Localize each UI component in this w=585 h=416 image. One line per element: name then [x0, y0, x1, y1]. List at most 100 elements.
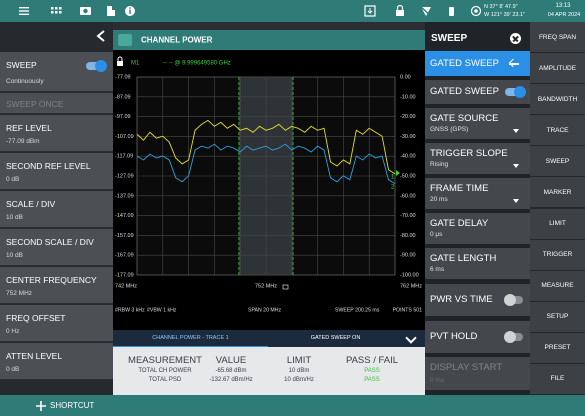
- trace: [136, 143, 396, 185]
- menu-item[interactable]: SETUP: [530, 301, 585, 333]
- dropdown-caret: [513, 199, 519, 203]
- item-value: Continuously: [6, 78, 44, 85]
- toggle-knob[interactable]: [504, 294, 516, 306]
- left-menu-item[interactable]: SCALE / DIV 10 dB: [0, 191, 113, 228]
- y-tick-label: -157.09: [115, 233, 134, 239]
- top-icons: [19, 4, 454, 18]
- item-label: PWR VS TIME: [430, 294, 493, 305]
- item-value: 0 dB: [6, 176, 20, 183]
- sweep-menu-item[interactable]: GATE DELAY 0 μs: [425, 213, 530, 246]
- menu-item[interactable]: AMPLITUDE: [530, 53, 585, 85]
- sweep-menu-item[interactable]: FRAME TIME 20 ms: [425, 178, 530, 211]
- left-menu-item[interactable]: ATTEN LEVEL 0 dB: [0, 343, 113, 380]
- span-lock-icon: [282, 284, 289, 290]
- mode-icon: [118, 34, 132, 46]
- y2-tick-label: -40.00: [400, 154, 416, 160]
- top-bar: [0, 0, 585, 22]
- item-label: SCALE / DIV: [6, 199, 56, 209]
- menu-item[interactable]: TRIGGER: [530, 239, 585, 271]
- y2-tick-label: -90.00: [400, 253, 416, 259]
- sweep-setting: #RBW 3 kHz: [115, 307, 145, 313]
- sweep-menu-item[interactable]: GATED SWEEP: [425, 80, 530, 106]
- item-label: SWEEP ONCE: [6, 99, 64, 109]
- item-label: GATE DELAY: [430, 218, 489, 229]
- lock-icon: [117, 61, 123, 66]
- item-label: GATE SOURCE: [430, 113, 499, 124]
- gps-latitude: N 37° 8' 47.9": [484, 4, 518, 10]
- y2-tick-label: -70.00: [400, 213, 416, 219]
- x-tick-label: 752 MHz: [255, 283, 277, 289]
- measurement-tab[interactable]: CHANNEL POWER - TRACE 1: [113, 330, 268, 347]
- table-cell: 10 dBm/Hz: [284, 377, 314, 383]
- chart-title: CHANNEL POWER: [141, 36, 213, 45]
- toggle-knob[interactable]: [95, 60, 107, 72]
- sweep-menu-item[interactable]: GATE SOURCE GNSS (GPS): [425, 108, 530, 141]
- item-label: GATE LENGTH: [430, 253, 497, 264]
- left-menu-item[interactable]: REF LEVEL -77.09 dBm: [0, 115, 113, 152]
- left-menu-item[interactable]: SWEEP Continuously: [0, 52, 113, 92]
- item-value: 0 Hz: [6, 328, 20, 335]
- sweep-setting: POINTS 501: [393, 307, 423, 313]
- item-value: Rising: [430, 161, 449, 168]
- results-table: MEASUREMENT VALUE LIMIT PASS / FAIL TOTAL CH…: [113, 347, 425, 395]
- sweep-menu-item[interactable]: PWR VS TIME: [425, 284, 530, 318]
- menu-item[interactable]: SWEEP: [530, 146, 585, 178]
- sweep-menu-item[interactable]: TRIGGER SLOPE Rising: [425, 143, 530, 176]
- item-label: SECOND REF LEVEL: [6, 161, 91, 171]
- chart-header: [113, 30, 425, 50]
- plus-icon[interactable]: [36, 401, 46, 411]
- sweep-setting: SWEEP 200.25 ms: [335, 307, 380, 313]
- item-value: 10 dB: [6, 214, 23, 221]
- y-tick-label: -107.09: [115, 134, 134, 140]
- table-cell: -132.67 dBm/Hz: [209, 377, 253, 383]
- item-label: GATED SWEEP: [430, 57, 499, 69]
- menu-item[interactable]: BANDWIDTH: [530, 84, 585, 116]
- item-label: DISPLAY START: [430, 362, 503, 373]
- left-menu-item[interactable]: SECOND REF LEVEL 0 dB: [0, 153, 113, 190]
- y2-tick-label: -80.00: [400, 233, 416, 239]
- sweep-menu-item[interactable]: PVT HOLD: [425, 321, 530, 355]
- item-value: 0 ms: [430, 377, 445, 384]
- left-menu-item[interactable]: CENTER FREQUENCY 752 MHz: [0, 267, 113, 304]
- marker-label: M1: [131, 61, 140, 67]
- item-label: FREQ OFFSET: [6, 313, 66, 323]
- menu-item[interactable]: MEASURE: [530, 270, 585, 302]
- expand-button[interactable]: [405, 332, 417, 344]
- sweep-menu-item[interactable]: GATE LENGTH 6 ms: [425, 248, 530, 281]
- collapse-icon[interactable]: [95, 29, 107, 43]
- sweep-setting: SPAN 20 MHz: [248, 307, 281, 313]
- y2-tick-label: 0.00: [400, 74, 411, 80]
- item-label: GATED SWEEP: [430, 86, 499, 97]
- sweep-menu-item[interactable]: GATED SWEEP: [425, 51, 530, 78]
- menu-item[interactable]: LIMIT: [530, 208, 585, 240]
- chart: CHANNEL POWER M1 -- -- @ 9.999649580 GHz -7…: [113, 22, 425, 330]
- left-menu-item[interactable]: SWEEP ONCE: [0, 93, 113, 114]
- left-menu-item[interactable]: SECOND SCALE / DIV 10 dB: [0, 229, 113, 266]
- item-label: PVT HOLD: [430, 331, 478, 342]
- y2-tick-label: -100.00: [400, 272, 419, 278]
- item-value: 10 dB: [6, 252, 23, 259]
- y2-tick-label: -50.00: [400, 173, 416, 179]
- item-label: CENTER FREQUENCY: [6, 275, 97, 285]
- menu-item[interactable]: FILE: [530, 363, 585, 395]
- table-header: LIMIT: [286, 355, 312, 366]
- table-cell: TOTAL CH POWER: [138, 368, 192, 374]
- sweep-menu-item[interactable]: DISPLAY START 0 ms: [425, 357, 530, 392]
- left-menu-item[interactable]: FREQ OFFSET 0 Hz: [0, 305, 113, 342]
- trace-tag: 1: [391, 175, 395, 181]
- menu-item[interactable]: PRESET: [530, 332, 585, 364]
- shortcut-button[interactable]: SHORTCUT: [50, 401, 95, 410]
- menu-item[interactable]: MARKER: [530, 177, 585, 209]
- table-cell: TOTAL PSD: [148, 377, 182, 383]
- back-arrow: [509, 63, 519, 65]
- header-background: [113, 22, 425, 30]
- toggle-knob[interactable]: [514, 86, 526, 98]
- menu-item[interactable]: FREQ SPAN: [530, 22, 585, 54]
- sweep-setting: #VBW 1 kHz: [147, 307, 177, 313]
- y-tick-label: -147.09: [115, 213, 134, 219]
- y-tick-label: -177.09: [115, 272, 134, 278]
- y-tick-label: -77.09: [115, 74, 131, 80]
- toggle-knob[interactable]: [504, 331, 516, 343]
- marker-readout: -- -- @ 9.999649580 GHz: [163, 61, 231, 67]
- menu-item[interactable]: TRACE: [530, 115, 585, 147]
